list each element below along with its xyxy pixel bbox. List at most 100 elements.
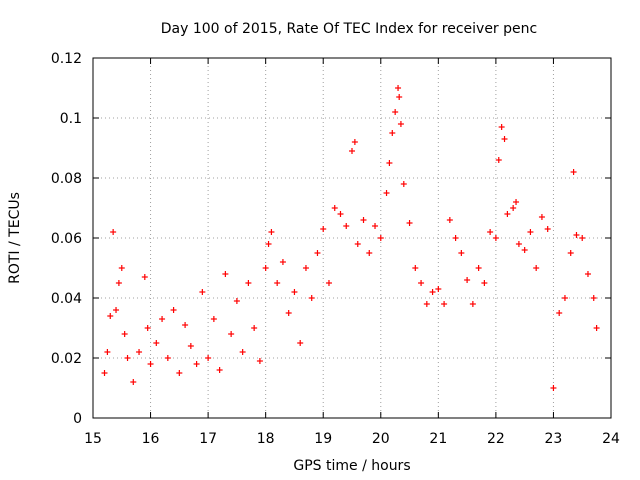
data-point xyxy=(110,229,117,235)
data-point xyxy=(141,274,148,280)
data-point xyxy=(176,370,183,376)
data-point xyxy=(389,130,396,136)
data-point xyxy=(262,265,269,271)
data-point xyxy=(354,241,361,247)
data-point xyxy=(372,223,379,229)
data-point xyxy=(400,181,407,187)
data-point xyxy=(533,265,540,271)
data-point xyxy=(397,121,404,127)
data-point xyxy=(412,265,419,271)
data-point xyxy=(377,235,384,241)
data-point xyxy=(492,235,499,241)
data-point xyxy=(205,355,212,361)
y-tick-label: 0.12 xyxy=(51,51,82,67)
data-point xyxy=(222,271,229,277)
y-tick-label: 0 xyxy=(73,411,82,427)
y-axis-label: ROTI / TECUs xyxy=(7,192,23,284)
data-point xyxy=(504,211,511,217)
axis-ticks xyxy=(92,57,612,419)
data-point xyxy=(475,265,482,271)
data-point xyxy=(441,301,448,307)
data-point xyxy=(285,310,292,316)
data-point xyxy=(469,301,476,307)
data-point xyxy=(210,316,217,322)
data-point xyxy=(104,349,111,355)
data-point xyxy=(228,331,235,337)
data-point xyxy=(452,235,459,241)
data-point xyxy=(561,295,568,301)
data-point xyxy=(513,199,520,205)
data-point xyxy=(136,349,143,355)
data-point xyxy=(314,250,321,256)
data-point xyxy=(458,250,465,256)
data-point xyxy=(396,94,403,100)
data-point xyxy=(164,355,171,361)
data-point xyxy=(170,307,177,313)
grid xyxy=(93,58,611,418)
data-point xyxy=(349,148,355,154)
data-point xyxy=(337,211,344,217)
data-point xyxy=(279,259,286,265)
x-tick-label: 19 xyxy=(314,431,332,447)
data-points xyxy=(101,85,600,391)
x-tick-label: 18 xyxy=(257,431,275,447)
data-point xyxy=(216,367,223,373)
data-point xyxy=(550,385,557,391)
data-point xyxy=(153,340,160,346)
data-point xyxy=(121,331,128,337)
data-point xyxy=(274,280,281,286)
data-point xyxy=(510,205,517,211)
data-point xyxy=(101,370,108,376)
data-point xyxy=(308,295,315,301)
x-tick-label: 16 xyxy=(142,431,160,447)
data-point xyxy=(544,226,551,232)
x-tick-label: 23 xyxy=(545,431,563,447)
data-point xyxy=(245,280,252,286)
data-point xyxy=(593,325,600,331)
data-point xyxy=(584,271,591,277)
y-tick-label: 0.02 xyxy=(51,351,82,367)
data-point xyxy=(481,280,488,286)
data-point xyxy=(395,85,402,91)
chart-title: Day 100 of 2015, Rate Of TEC Index for r… xyxy=(161,21,537,37)
data-point xyxy=(351,139,358,145)
data-point xyxy=(435,286,442,292)
data-point xyxy=(446,217,453,223)
data-point xyxy=(464,277,471,283)
y-tick-labels: 0 0.02 0.04 0.06 0.08 0.1 0.12 xyxy=(51,51,82,427)
x-tick-label: 22 xyxy=(487,431,505,447)
data-point xyxy=(268,229,275,235)
data-point xyxy=(124,355,131,361)
data-point xyxy=(498,124,505,130)
data-point xyxy=(515,241,522,247)
data-point xyxy=(423,301,430,307)
data-point xyxy=(538,214,545,220)
data-point xyxy=(182,322,189,328)
data-point xyxy=(325,280,332,286)
data-point xyxy=(392,109,399,115)
data-point xyxy=(406,220,413,226)
data-point xyxy=(331,205,338,211)
data-point xyxy=(527,229,534,235)
data-point xyxy=(590,295,597,301)
data-point xyxy=(487,229,494,235)
data-point xyxy=(144,325,151,331)
data-point xyxy=(256,358,263,364)
data-point xyxy=(521,247,528,253)
data-point xyxy=(159,316,166,322)
data-point xyxy=(579,235,586,241)
y-tick-label: 0.04 xyxy=(51,291,82,307)
x-tick-label: 21 xyxy=(429,431,447,447)
data-point xyxy=(239,349,246,355)
data-point xyxy=(233,298,240,304)
data-point xyxy=(291,289,298,295)
data-point xyxy=(115,280,122,286)
data-point xyxy=(366,250,373,256)
data-point xyxy=(556,310,563,316)
data-point xyxy=(386,160,393,166)
data-point xyxy=(383,190,390,196)
data-point xyxy=(360,217,367,223)
data-point xyxy=(320,226,327,232)
data-point xyxy=(130,379,137,385)
